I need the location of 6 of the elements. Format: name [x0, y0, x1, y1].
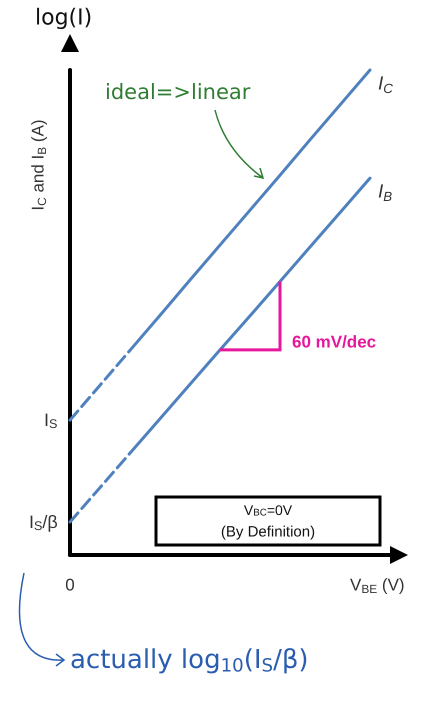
text: 0: [65, 576, 75, 594]
annotation: ideal=>linear: [105, 80, 251, 104]
text: log(I): [35, 6, 92, 30]
annotation: (By Definition): [220, 524, 316, 540]
annotation: 60 mV/dec: [292, 332, 376, 352]
y-axis-title: IC and IB (A): [28, 119, 49, 211]
